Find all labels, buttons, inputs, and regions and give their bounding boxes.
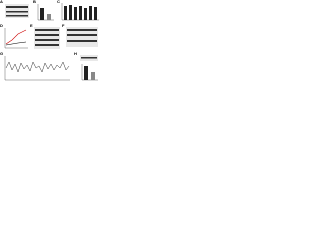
bar bbox=[84, 8, 87, 20]
bar bbox=[94, 7, 97, 20]
band bbox=[35, 29, 59, 31]
bar bbox=[79, 6, 82, 20]
panel-b: B bbox=[33, 0, 54, 21]
figure: A B C D E F bbox=[0, 0, 99, 81]
panel-label: B bbox=[33, 0, 36, 4]
band bbox=[6, 15, 28, 17]
panel-label: H bbox=[74, 51, 77, 56]
bar bbox=[74, 7, 77, 20]
band bbox=[81, 57, 97, 59]
panel-label: E bbox=[30, 23, 33, 28]
panel-a: A bbox=[0, 0, 29, 18]
line bbox=[5, 29, 27, 45]
band bbox=[35, 39, 59, 41]
band bbox=[35, 34, 59, 36]
panel-f: F bbox=[62, 23, 98, 47]
bar bbox=[84, 66, 88, 80]
panel-label: A bbox=[0, 0, 3, 4]
bar bbox=[91, 72, 95, 80]
panel-label: C bbox=[57, 0, 60, 4]
axes bbox=[4, 56, 70, 81]
panel-g: G bbox=[0, 51, 70, 81]
band bbox=[67, 40, 97, 42]
line bbox=[5, 41, 27, 46]
panel-label: D bbox=[0, 23, 3, 28]
bar bbox=[47, 14, 51, 20]
blot bbox=[34, 27, 60, 49]
bar bbox=[69, 5, 72, 20]
band bbox=[6, 11, 28, 13]
panel-label: G bbox=[0, 51, 3, 56]
panel-e: E bbox=[30, 23, 60, 49]
band bbox=[67, 34, 97, 36]
band bbox=[67, 29, 97, 31]
trace bbox=[5, 61, 70, 73]
band bbox=[35, 44, 59, 46]
panel-c: C bbox=[57, 0, 99, 21]
panel-h: H bbox=[74, 51, 98, 81]
bar bbox=[89, 6, 92, 20]
panel-label: F bbox=[62, 23, 65, 28]
bar bbox=[40, 8, 44, 20]
panel-d: D bbox=[0, 23, 28, 49]
band bbox=[6, 6, 28, 8]
axes bbox=[4, 28, 28, 49]
bar bbox=[64, 6, 67, 20]
